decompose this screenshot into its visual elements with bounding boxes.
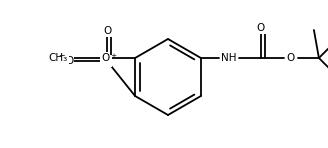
Text: NH: NH bbox=[221, 53, 237, 63]
Text: O: O bbox=[103, 26, 111, 36]
Text: +: + bbox=[110, 53, 116, 59]
Text: N: N bbox=[103, 56, 111, 66]
Text: −: − bbox=[58, 52, 64, 61]
Text: O: O bbox=[65, 56, 73, 66]
Text: O: O bbox=[287, 53, 295, 63]
Text: CH₃: CH₃ bbox=[49, 53, 68, 63]
Text: O: O bbox=[257, 23, 265, 33]
Text: O: O bbox=[101, 53, 109, 63]
